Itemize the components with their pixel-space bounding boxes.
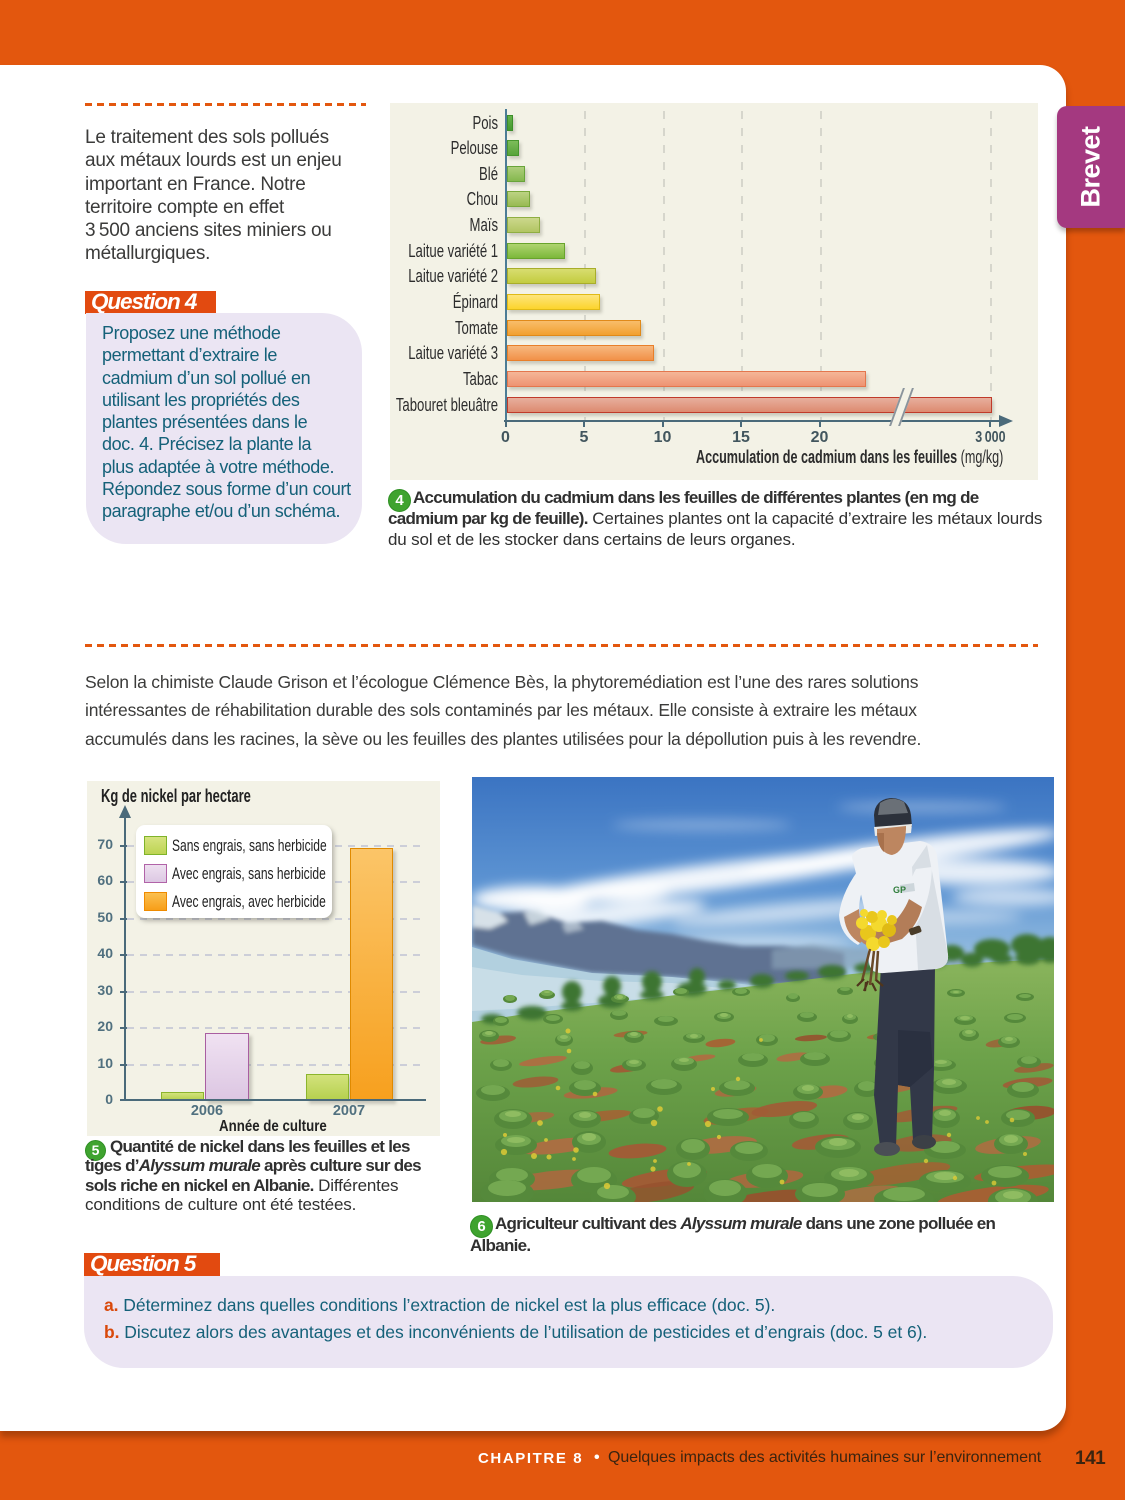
svg-text:GP: GP — [893, 885, 906, 895]
